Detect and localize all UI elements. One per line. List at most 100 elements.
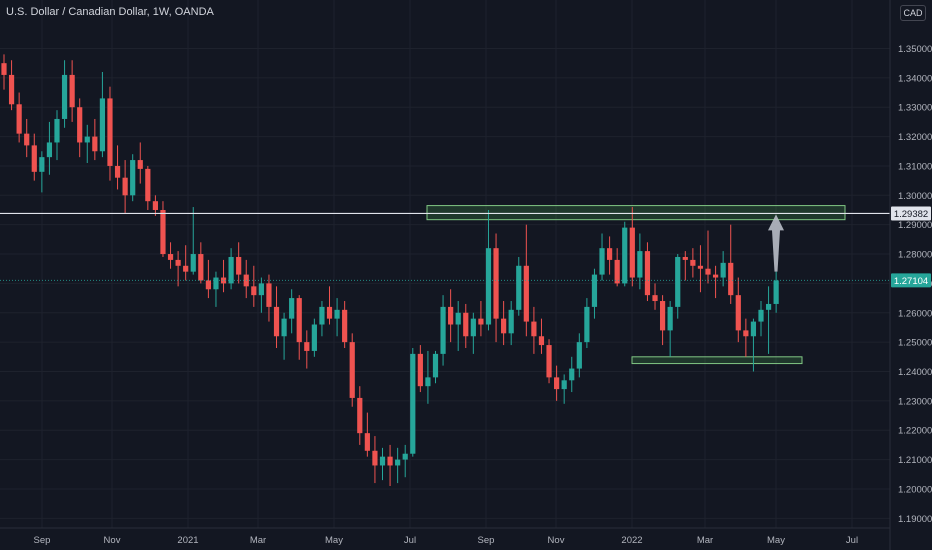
candle [273,286,280,349]
last-price-label: 1.27104 [894,276,928,287]
candle [61,60,68,128]
price-axis[interactable]: 1.35000 1.34000 1.33000 1.32000 1.31000 1.300… [898,44,932,525]
candle-body [175,259,181,266]
candle-body [152,201,158,210]
candle [319,301,325,337]
candle-body [516,265,522,310]
candle-body [440,306,446,354]
candle [501,301,507,346]
candle [561,374,567,404]
candles[interactable] [1,54,779,487]
candle-body [432,353,439,378]
candle [395,447,401,484]
price-tick-label: 1.21000 [898,455,932,466]
support-zone [631,356,803,365]
candle-body [417,353,423,387]
candle [190,207,196,275]
candle [236,242,242,284]
candle-body [190,254,196,272]
candle [24,118,30,158]
candle-body [266,283,272,307]
time-tick-label: Nov [104,535,121,546]
candle-body [220,277,227,284]
candle [614,248,620,287]
candle-body [622,227,628,284]
candle [31,133,37,181]
candle [652,283,658,310]
time-tick-label: 2021 [177,535,198,546]
candle-body [84,136,90,143]
candle [137,142,143,184]
candle [46,121,53,175]
candle-body [1,63,7,75]
candle [198,242,204,284]
candle [523,224,529,337]
candle-body [273,306,280,337]
candle-body [334,309,340,319]
candle [122,160,128,213]
candle [326,286,333,325]
candle-body [493,248,499,319]
price-tick-label: 1.29000 [898,220,932,231]
candle [485,209,492,331]
currency-button[interactable]: CAD [900,5,926,21]
candle-body [523,265,529,322]
candle-body [758,309,764,322]
candle [591,268,598,319]
candle [213,271,219,307]
candle-body [531,321,537,337]
candle-body [167,254,174,260]
candle-body [652,295,658,302]
candle [357,386,363,445]
candle-body [137,160,143,169]
candle-body [387,456,393,466]
candle-body [296,298,302,343]
candle [77,98,83,158]
time-axis[interactable]: Sep Nov 2021 Mar May Jul Sep Nov 2022 Mar May Jul [34,535,859,546]
candle-body [599,248,605,275]
time-tick-label: Mar [697,535,713,546]
candle-body [614,259,620,284]
candle-body [395,459,401,466]
candle [167,242,174,269]
candle [372,436,378,484]
candle-body [107,98,113,166]
candle-body [697,265,704,269]
candle [554,365,560,401]
candle-body [39,157,45,172]
candle-body [501,318,507,334]
candle-body [236,256,242,275]
candle [69,60,75,122]
price-tick-label: 1.20000 [898,484,932,495]
candle-body [682,256,688,260]
plot-background [0,0,890,550]
candle [130,154,136,202]
candle [281,312,287,360]
candle [183,245,189,281]
candle [538,318,545,354]
price-tick-label: 1.32000 [898,132,932,143]
candle-body [326,306,333,319]
candle [705,230,711,284]
candle [425,350,431,404]
candle-body [24,133,30,146]
candle-body [205,280,211,290]
candle-body [213,277,219,290]
candle [387,444,393,487]
candle [228,248,234,290]
candle-body [114,165,121,178]
candle [576,333,582,378]
candle [160,201,166,257]
candle [750,318,757,372]
candle [773,271,779,313]
candle-body [77,107,83,143]
candle-body [546,345,552,378]
candle-body [258,283,264,296]
candle-body [720,262,726,278]
candle [455,301,461,351]
candle-body [607,248,613,260]
candle [304,330,310,369]
candle-body [99,98,106,152]
candle-body [289,298,295,319]
